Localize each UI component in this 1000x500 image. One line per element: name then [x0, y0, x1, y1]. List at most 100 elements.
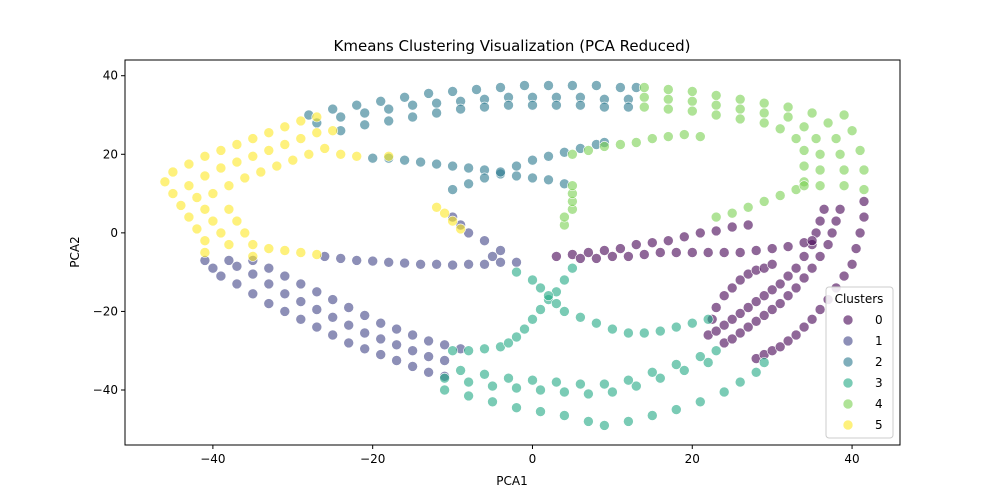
data-point	[638, 101, 650, 113]
data-point	[327, 103, 339, 115]
data-point	[223, 239, 235, 250]
data-point	[846, 258, 858, 270]
data-point	[591, 317, 602, 329]
data-point	[686, 317, 698, 329]
data-point	[335, 111, 347, 123]
data-point	[207, 215, 219, 227]
data-point	[686, 247, 698, 258]
data-point	[279, 121, 291, 133]
data-point	[822, 117, 834, 129]
data-point	[431, 158, 442, 170]
data-point	[858, 196, 870, 207]
data-point	[838, 109, 850, 121]
data-point	[183, 180, 195, 191]
data-point	[814, 215, 826, 227]
data-point	[439, 372, 450, 384]
data-point	[407, 111, 418, 123]
data-point	[623, 251, 634, 262]
data-point	[662, 103, 674, 115]
data-point	[834, 204, 846, 215]
data-point	[295, 278, 307, 290]
legend-marker	[842, 335, 854, 347]
x-axis-title: PCA1	[496, 474, 527, 488]
data-point	[423, 351, 434, 362]
data-point	[567, 80, 578, 91]
data-point	[279, 306, 291, 317]
data-point	[734, 113, 746, 125]
data-point	[183, 158, 195, 170]
data-point	[231, 278, 243, 290]
legend-marker	[842, 398, 854, 410]
data-point	[854, 145, 866, 156]
data-point	[407, 329, 418, 341]
data-point	[375, 349, 387, 360]
data-point	[311, 249, 323, 260]
data-point	[599, 245, 610, 256]
data-point	[447, 259, 458, 271]
data-point	[559, 274, 570, 286]
data-point	[359, 107, 371, 119]
data-point	[846, 125, 858, 136]
data-point	[678, 365, 690, 376]
x-tick-label: −40	[200, 452, 225, 466]
data-point	[646, 410, 658, 421]
data-point	[670, 404, 682, 415]
data-point	[654, 247, 666, 258]
data-point	[646, 133, 658, 144]
data-point	[798, 160, 810, 172]
data-point	[263, 262, 275, 274]
data-point	[407, 361, 418, 372]
data-point	[231, 260, 243, 272]
data-point	[279, 270, 291, 282]
data-point	[830, 215, 842, 227]
data-point	[726, 313, 738, 325]
data-point	[742, 302, 754, 313]
data-point	[814, 251, 826, 262]
data-point	[487, 396, 498, 408]
data-point	[295, 247, 307, 258]
data-point	[567, 262, 578, 274]
data-point	[511, 266, 522, 278]
data-point	[479, 258, 490, 270]
data-point	[383, 256, 395, 268]
data-point	[838, 164, 850, 176]
data-point	[247, 251, 259, 262]
data-point	[710, 325, 722, 337]
y-axis-title: PCA2	[68, 236, 82, 267]
data-point	[447, 345, 458, 357]
data-point	[503, 99, 514, 111]
data-point	[750, 296, 762, 307]
data-point	[159, 176, 171, 188]
data-point	[399, 257, 410, 269]
chart-title: Kmeans Clustering Visualization (PCA Red…	[334, 37, 691, 55]
data-point	[399, 92, 410, 103]
data-point	[814, 180, 826, 191]
data-point	[726, 333, 738, 345]
y-tick-label: −40	[93, 383, 118, 397]
data-point	[782, 101, 794, 113]
data-point	[623, 374, 634, 386]
data-point	[231, 156, 243, 168]
data-point	[167, 166, 179, 178]
data-point	[311, 321, 323, 333]
data-point	[463, 162, 474, 174]
data-point	[367, 255, 379, 267]
data-point	[447, 215, 458, 227]
data-point	[718, 319, 730, 331]
data-point	[734, 247, 746, 258]
data-point	[575, 311, 586, 323]
data-point	[479, 101, 490, 113]
data-point	[575, 253, 586, 264]
data-point	[287, 154, 299, 166]
data-point	[423, 335, 434, 347]
data-point	[383, 151, 395, 162]
data-point	[543, 290, 554, 302]
data-point	[527, 274, 538, 286]
data-point	[742, 202, 754, 213]
data-point	[734, 308, 746, 319]
data-point	[535, 406, 546, 417]
data-point	[638, 249, 650, 260]
data-point	[439, 355, 450, 366]
data-point	[662, 235, 674, 246]
data-point	[583, 247, 594, 258]
